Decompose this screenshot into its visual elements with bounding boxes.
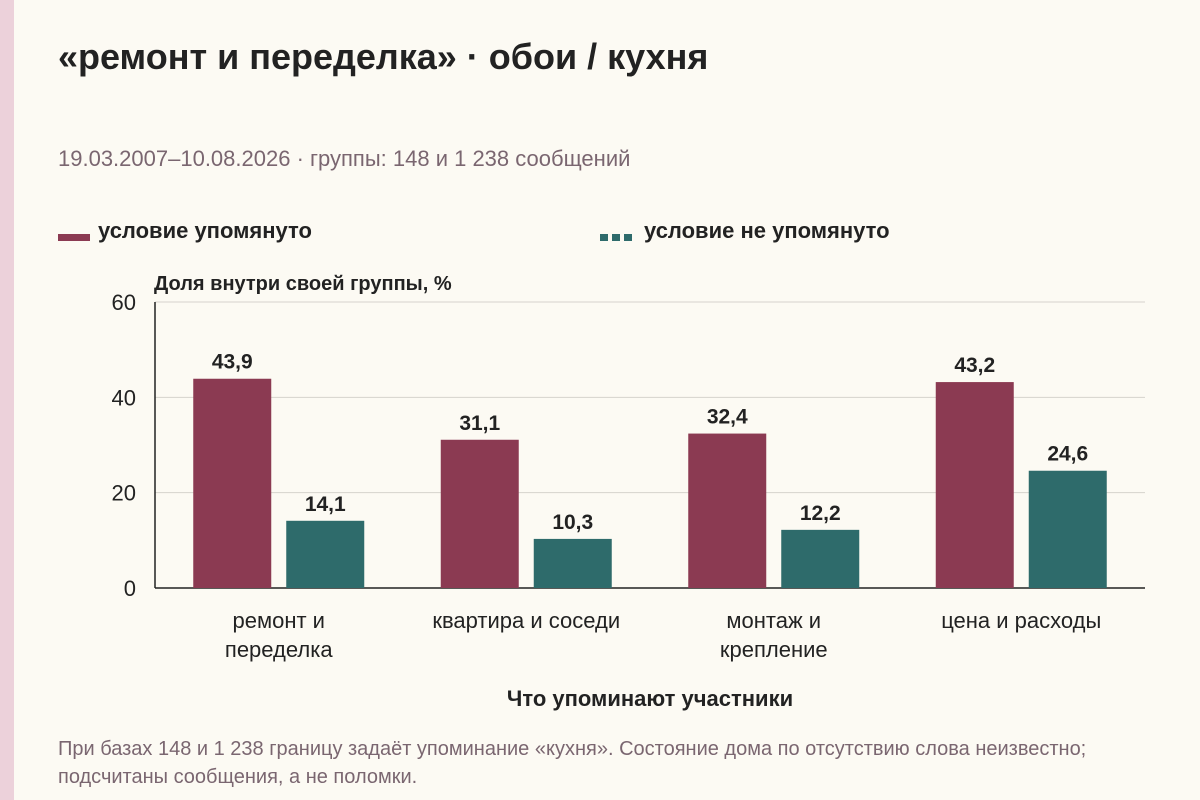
legend-swatch-mentioned (58, 234, 90, 241)
left-accent-strip (0, 0, 14, 800)
x-tick-label: переделка (225, 637, 333, 662)
y-tick-label: 0 (124, 576, 136, 601)
x-tick-label: квартира и соседи (432, 608, 620, 633)
data-label: 31,1 (459, 412, 500, 435)
x-tick-label: монтаж и (726, 608, 821, 633)
bar (781, 529, 860, 588)
data-label: 24,6 (1047, 443, 1088, 466)
bar (440, 439, 519, 588)
x-axis-label: Что упоминают участники (506, 686, 794, 711)
data-label: 43,2 (954, 354, 995, 377)
y-tick-label: 20 (112, 481, 136, 506)
footnote: При базах 148 и 1 238 границу задаёт упо… (58, 738, 1087, 788)
chart-title: «ремонт и переделка» · обои / кухня (58, 36, 709, 77)
x-tick-label: цена и расходы (941, 608, 1101, 633)
data-label: 43,9 (212, 351, 253, 374)
bar (688, 433, 767, 588)
data-label: 32,4 (707, 406, 748, 429)
legend-label-not-mentioned: условие не упомянуто (644, 218, 890, 243)
y-tick-label: 40 (112, 385, 136, 410)
x-tick-label: ремонт и (233, 608, 325, 633)
legend-label-mentioned: условие упомянуто (98, 218, 312, 243)
bar (935, 382, 1014, 588)
data-label: 10,3 (552, 511, 593, 534)
bar (533, 538, 612, 588)
x-tick-label: крепление (720, 637, 828, 662)
bar (286, 520, 365, 588)
bar (1028, 470, 1107, 588)
data-label: 14,1 (305, 493, 346, 516)
bar (193, 378, 272, 588)
data-label: 12,2 (800, 502, 841, 525)
chart-subtitle: 19.03.2007–10.08.2026 · группы: 148 и 1 … (58, 146, 631, 171)
legend-swatch-not-mentioned (600, 234, 632, 241)
y-axis-label: Доля внутри своей группы, % (154, 273, 452, 295)
y-tick-label: 60 (112, 290, 136, 315)
